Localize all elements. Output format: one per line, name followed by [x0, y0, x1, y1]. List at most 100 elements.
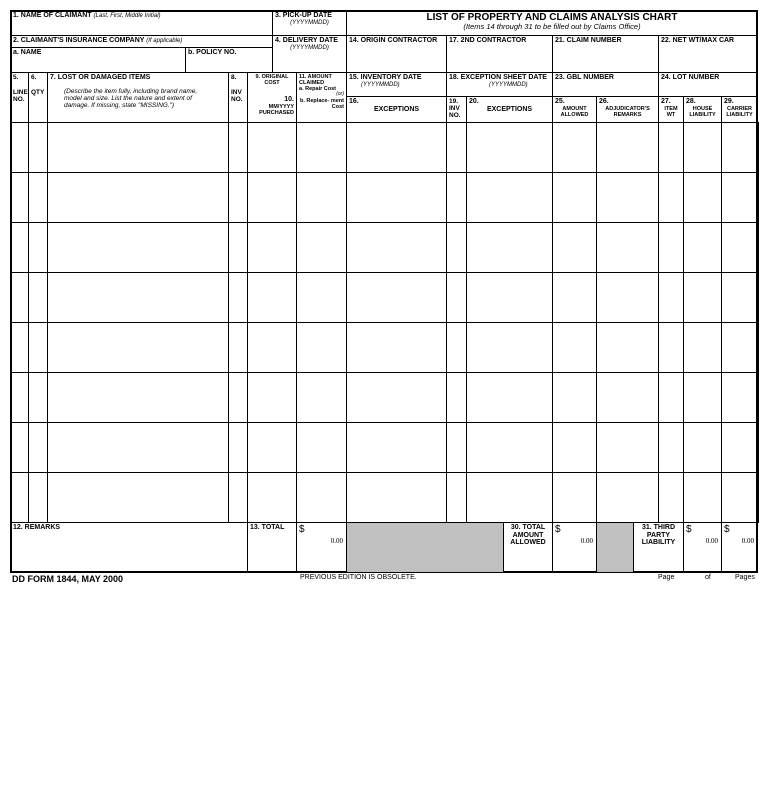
amount-allowed-cell[interactable] [552, 122, 597, 173]
carrier-liability-cell[interactable] [721, 122, 759, 173]
amount-claimed-cell[interactable] [296, 372, 347, 423]
exceptions-16-cell[interactable] [346, 222, 447, 273]
inv-no-19-cell[interactable] [446, 322, 467, 373]
exception-sheet-date-field[interactable]: 18. EXCEPTION SHEET DATE (YYYYMMDD) [446, 72, 553, 97]
house-liability-cell[interactable] [683, 172, 722, 223]
house-liability-cell[interactable] [683, 222, 722, 273]
qty-cell[interactable] [28, 272, 48, 323]
exceptions-20-cell[interactable] [466, 272, 553, 323]
inv-no-cell[interactable] [228, 372, 248, 423]
amount-allowed-cell[interactable] [552, 422, 597, 473]
item-cell[interactable] [47, 172, 229, 223]
amount-claimed-cell[interactable] [296, 172, 347, 223]
line-no-cell[interactable] [10, 322, 29, 373]
policy-no-field[interactable]: b. POLICY NO. [185, 47, 273, 73]
remarks-field[interactable]: 12. REMARKS [10, 522, 248, 573]
adjudicator-remarks-cell[interactable] [596, 222, 659, 273]
amount-claimed-cell[interactable] [296, 422, 347, 473]
exceptions-16-cell[interactable] [346, 322, 447, 373]
exceptions-16-cell[interactable] [346, 372, 447, 423]
inventory-date-field[interactable]: 15. INVENTORY DATE (YYYYMMDD) [346, 72, 447, 97]
total-13-field[interactable]: $0.00 [296, 522, 347, 573]
house-liability-cell[interactable] [683, 472, 722, 523]
carrier-liability-cell[interactable] [721, 472, 759, 523]
line-no-cell[interactable] [10, 272, 29, 323]
exceptions-16-cell[interactable] [346, 422, 447, 473]
amount-claimed-cell[interactable] [296, 122, 347, 173]
inv-no-19-cell[interactable] [446, 122, 467, 173]
claimant-name-field[interactable]: 1. NAME OF CLAIMANT (Last, First, Middle… [10, 10, 273, 36]
exceptions-20-cell[interactable] [466, 172, 553, 223]
line-no-cell[interactable] [10, 122, 29, 173]
exceptions-20-cell[interactable] [466, 472, 553, 523]
line-no-cell[interactable] [10, 372, 29, 423]
item-cell[interactable] [47, 372, 229, 423]
inv-no-cell[interactable] [228, 122, 248, 173]
qty-cell[interactable] [28, 222, 48, 273]
inv-no-cell[interactable] [228, 172, 248, 223]
inv-no-cell[interactable] [228, 422, 248, 473]
original-cost-cell[interactable] [247, 472, 297, 523]
house-liability-cell[interactable] [683, 422, 722, 473]
inv-no-19-cell[interactable] [446, 172, 467, 223]
adjudicator-remarks-cell[interactable] [596, 472, 659, 523]
amount-allowed-cell[interactable] [552, 172, 597, 223]
carrier-liability-cell[interactable] [721, 172, 759, 223]
original-cost-cell[interactable] [247, 372, 297, 423]
item-cell[interactable] [47, 422, 229, 473]
item-wt-cell[interactable] [658, 222, 684, 273]
item-wt-cell[interactable] [658, 472, 684, 523]
exceptions-20-cell[interactable] [466, 122, 553, 173]
amount-claimed-cell[interactable] [296, 272, 347, 323]
original-cost-cell[interactable] [247, 122, 297, 173]
carrier-liability-cell[interactable] [721, 422, 759, 473]
item-wt-cell[interactable] [658, 322, 684, 373]
amount-claimed-cell[interactable] [296, 222, 347, 273]
amount-allowed-cell[interactable] [552, 222, 597, 273]
amount-allowed-cell[interactable] [552, 472, 597, 523]
original-cost-cell[interactable] [247, 272, 297, 323]
carrier-liability-cell[interactable] [721, 372, 759, 423]
claim-number-field[interactable]: 21. CLAIM NUMBER [552, 35, 659, 73]
original-cost-cell[interactable] [247, 222, 297, 273]
carrier-liability-cell[interactable] [721, 222, 759, 273]
lot-number-field[interactable]: 24. LOT NUMBER [658, 72, 758, 97]
second-contractor-field[interactable]: 17. 2ND CONTRACTOR [446, 35, 553, 73]
inv-no-cell[interactable] [228, 222, 248, 273]
adjudicator-remarks-cell[interactable] [596, 422, 659, 473]
adjudicator-remarks-cell[interactable] [596, 272, 659, 323]
line-no-cell[interactable] [10, 472, 29, 523]
item-wt-cell[interactable] [658, 422, 684, 473]
inv-no-19-cell[interactable] [446, 372, 467, 423]
total-house-field[interactable]: $0.00 [683, 522, 722, 573]
amount-allowed-cell[interactable] [552, 322, 597, 373]
line-no-cell[interactable] [10, 422, 29, 473]
qty-cell[interactable] [28, 172, 48, 223]
exceptions-16-cell[interactable] [346, 472, 447, 523]
adjudicator-remarks-cell[interactable] [596, 122, 659, 173]
exceptions-16-cell[interactable] [346, 172, 447, 223]
carrier-liability-cell[interactable] [721, 322, 759, 373]
house-liability-cell[interactable] [683, 272, 722, 323]
inv-no-19-cell[interactable] [446, 472, 467, 523]
qty-cell[interactable] [28, 472, 48, 523]
origin-contractor-field[interactable]: 14. ORIGIN CONTRACTOR [346, 35, 447, 73]
amount-allowed-cell[interactable] [552, 372, 597, 423]
qty-cell[interactable] [28, 122, 48, 173]
house-liability-cell[interactable] [683, 372, 722, 423]
line-no-cell[interactable] [10, 222, 29, 273]
amount-claimed-cell[interactable] [296, 322, 347, 373]
item-wt-cell[interactable] [658, 372, 684, 423]
item-wt-cell[interactable] [658, 172, 684, 223]
original-cost-cell[interactable] [247, 322, 297, 373]
item-cell[interactable] [47, 222, 229, 273]
exceptions-16-cell[interactable] [346, 272, 447, 323]
exceptions-16-cell[interactable] [346, 122, 447, 173]
total-carrier-field[interactable]: $0.00 [721, 522, 758, 573]
original-cost-cell[interactable] [247, 172, 297, 223]
inv-no-19-cell[interactable] [446, 272, 467, 323]
inv-no-19-cell[interactable] [446, 222, 467, 273]
insurance-name-field[interactable]: a. NAME [10, 47, 186, 73]
item-cell[interactable] [47, 122, 229, 173]
delivery-date-field[interactable]: 4. DELIVERY DATE (YYYYMMDD) [272, 35, 347, 73]
